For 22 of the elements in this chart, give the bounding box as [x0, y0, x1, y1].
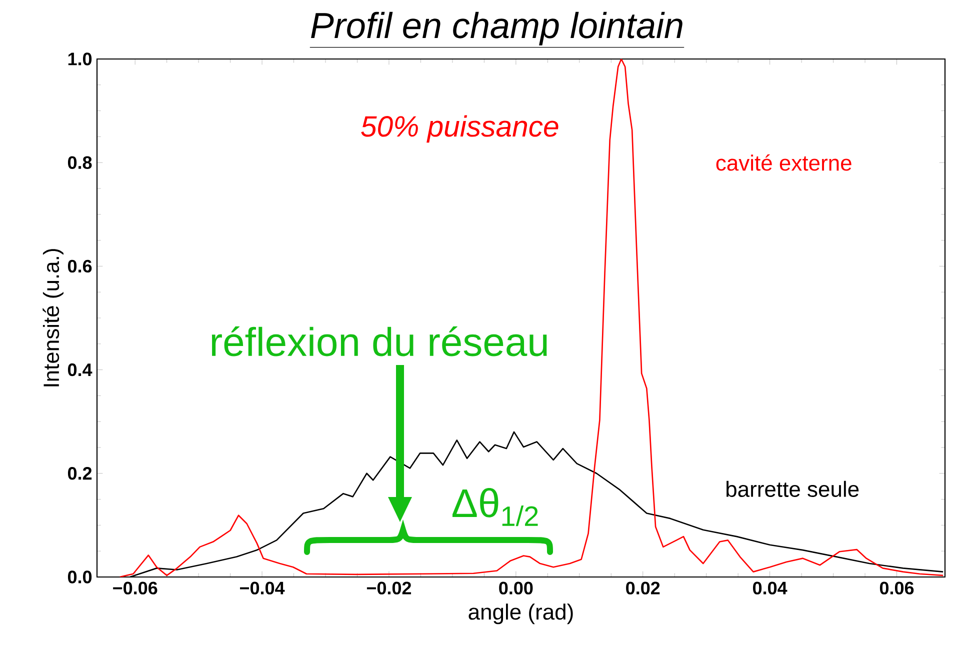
x-axis-title: angle (rad) [468, 604, 573, 624]
x-tick-label: 0.06 [880, 582, 914, 594]
y-tick-label: 0.4 [68, 363, 92, 376]
annotation: réflexion du réseau [212, 326, 547, 356]
x-tick-label: −0.04 [240, 582, 285, 594]
text: cavité externe [716, 154, 852, 171]
line-series [119, 58, 944, 577]
x-tick-label: 0.02 [626, 582, 660, 594]
x-tick-label: −0.06 [113, 582, 158, 594]
y-tick-label: 0.2 [68, 467, 92, 480]
y-tick-label: 0.0 [68, 570, 92, 584]
y-tick-label: 1.0 [68, 52, 92, 66]
annotation: Δθ$_{1/2}$ [452, 488, 538, 526]
annotation: 50% puissance [361, 115, 558, 143]
x-tick-label: 0.04 [753, 582, 788, 594]
x-tick-label: −0.02 [366, 582, 412, 594]
y-tick-label: 0.8 [68, 156, 92, 169]
x-tick-label: 0.00 [499, 582, 533, 594]
y-tick-label: 0.6 [68, 260, 92, 273]
series-label: barrette seule [726, 480, 859, 497]
y-axis-title: Intensité (u.a.) [42, 249, 64, 386]
chart-title: Profil en champ lointain [311, 12, 682, 46]
